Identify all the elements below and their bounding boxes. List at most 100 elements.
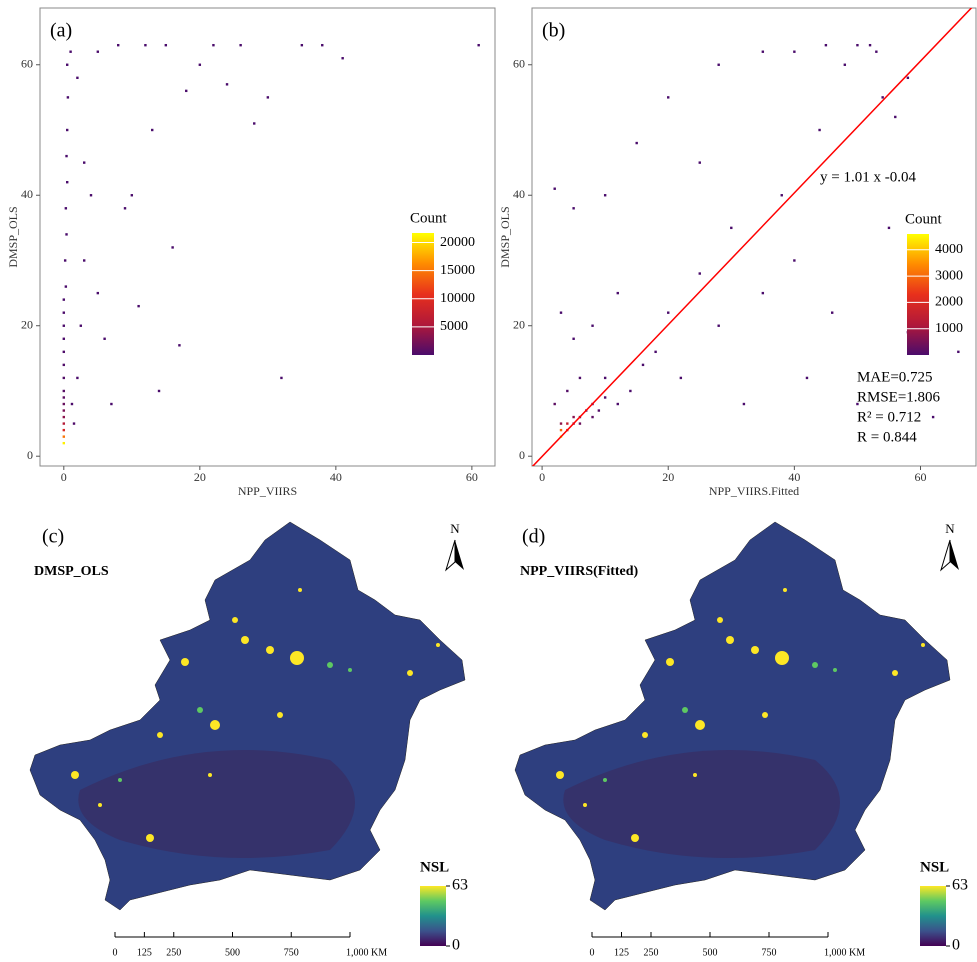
point xyxy=(199,64,201,66)
point xyxy=(63,311,65,313)
point xyxy=(806,377,808,379)
panel-label: (c) xyxy=(42,526,64,548)
point xyxy=(83,259,85,261)
point xyxy=(844,64,846,66)
point xyxy=(63,351,65,353)
point xyxy=(680,377,682,379)
point xyxy=(730,227,732,229)
point xyxy=(66,181,68,183)
point xyxy=(932,416,934,418)
legend-bar xyxy=(920,886,946,946)
point xyxy=(598,409,600,411)
point xyxy=(301,44,303,46)
colorbar-tick-label: 3000 xyxy=(935,268,963,283)
point xyxy=(856,44,858,46)
point xyxy=(64,259,66,261)
north-label: N xyxy=(945,521,955,536)
y-axis-label: DMSP_OLS xyxy=(6,206,20,267)
point xyxy=(110,403,112,405)
point xyxy=(67,96,69,98)
point xyxy=(566,390,568,392)
colorbar-title: Count xyxy=(905,211,943,227)
point xyxy=(71,403,73,405)
point xyxy=(591,325,593,327)
point xyxy=(63,403,65,405)
scale-label: 250 xyxy=(644,947,659,958)
map-title: NPP_VIIRS(Fitted) xyxy=(520,564,639,579)
x-tick-label: 0 xyxy=(61,470,67,484)
y-tick-label: 40 xyxy=(21,187,33,201)
point xyxy=(604,396,606,398)
point xyxy=(131,194,133,196)
point xyxy=(554,188,556,190)
point xyxy=(635,142,637,144)
point xyxy=(65,285,67,287)
point xyxy=(560,422,562,424)
point xyxy=(76,377,78,379)
point xyxy=(617,292,619,294)
point xyxy=(477,44,479,46)
point xyxy=(63,422,65,424)
point xyxy=(717,325,719,327)
north-label: N xyxy=(450,521,460,536)
y-tick-label: 60 xyxy=(513,57,525,71)
panel-label: (b) xyxy=(542,20,565,42)
stat-label: MAE=0.725 xyxy=(857,369,933,385)
point xyxy=(793,259,795,261)
x-tick-label: 20 xyxy=(194,470,206,484)
scale-label: 750 xyxy=(762,947,777,958)
legend-tick-label: 0 xyxy=(452,937,460,954)
legend-bar xyxy=(420,886,446,946)
point xyxy=(97,51,99,53)
colorbar-tick-label: 2000 xyxy=(935,295,963,310)
colorbar-tick-label: 4000 xyxy=(935,242,963,257)
point xyxy=(144,44,146,46)
point xyxy=(654,351,656,353)
colorbar-tick-label: 1000 xyxy=(935,321,963,336)
point xyxy=(66,129,68,131)
point xyxy=(63,390,65,392)
x-tick-label: 20 xyxy=(662,470,674,484)
point xyxy=(667,311,669,313)
legend-tick-label: 0 xyxy=(952,937,960,954)
point xyxy=(90,194,92,196)
scale-label: 0 xyxy=(590,947,595,958)
point xyxy=(762,51,764,53)
point xyxy=(158,390,160,392)
y-axis-label: DMSP_OLS xyxy=(498,206,512,267)
point xyxy=(818,129,820,131)
point xyxy=(717,64,719,66)
stat-label: R² = 0.712 xyxy=(857,409,921,425)
point xyxy=(881,96,883,98)
point xyxy=(566,422,568,424)
point xyxy=(69,51,71,53)
point xyxy=(888,227,890,229)
scale-label: 500 xyxy=(225,947,240,958)
point xyxy=(63,442,65,444)
point xyxy=(560,311,562,313)
legend-tick-label: 63 xyxy=(452,877,468,894)
y-tick-label: 40 xyxy=(513,187,525,201)
point xyxy=(65,155,67,157)
point xyxy=(63,435,65,437)
point xyxy=(629,390,631,392)
point xyxy=(63,377,65,379)
point xyxy=(572,338,574,340)
point xyxy=(73,422,75,424)
point xyxy=(699,161,701,163)
point xyxy=(907,77,909,79)
point xyxy=(579,377,581,379)
point xyxy=(604,377,606,379)
stat-label: R = 0.844 xyxy=(857,429,917,445)
scale-label: 250 xyxy=(166,947,181,958)
point xyxy=(831,311,833,313)
point xyxy=(151,129,153,131)
point xyxy=(171,246,173,248)
point xyxy=(699,272,701,274)
colorbar xyxy=(907,234,929,355)
colorbar xyxy=(412,233,434,355)
map-title: DMSP_OLS xyxy=(34,564,109,579)
point xyxy=(124,207,126,209)
scale-label: 1,000 KM xyxy=(346,947,387,958)
point xyxy=(76,77,78,79)
